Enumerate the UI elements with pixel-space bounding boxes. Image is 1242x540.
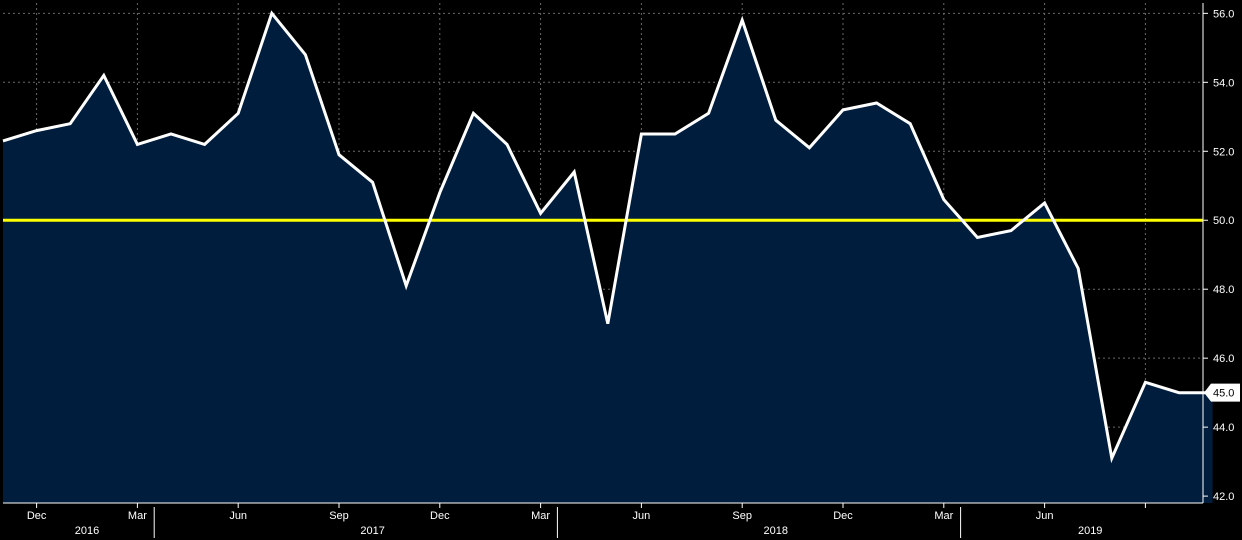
x-tick-label: Sep bbox=[732, 510, 752, 522]
x-tick-label: Dec bbox=[430, 510, 450, 522]
x-tick-label: Sep bbox=[329, 510, 349, 522]
x-tick-label: Mar bbox=[934, 510, 953, 522]
y-tick-label: 54.0 bbox=[1213, 77, 1234, 89]
y-tick-label: 52.0 bbox=[1213, 146, 1234, 158]
x-tick-label: Jun bbox=[633, 510, 651, 522]
x-tick-label: Mar bbox=[531, 510, 550, 522]
y-tick-label: 44.0 bbox=[1213, 422, 1234, 434]
x-tick-label: Dec bbox=[27, 510, 47, 522]
x-axis-year-labels: 2016 2017 2018 2019 bbox=[75, 507, 1102, 538]
x-tick-label: Jun bbox=[229, 510, 247, 522]
x-year-label: 2019 bbox=[1078, 525, 1102, 537]
x-year-label: 2017 bbox=[360, 525, 384, 537]
x-year-label: 2018 bbox=[764, 525, 788, 537]
last-value-tag-shape bbox=[1204, 383, 1240, 402]
series-area-fill bbox=[3, 13, 1213, 504]
x-tick-label: Dec bbox=[833, 510, 853, 522]
last-value-tag-label: 45.0 bbox=[1213, 388, 1234, 400]
y-tick-label: 56.0 bbox=[1213, 8, 1234, 20]
x-year-label: 2016 bbox=[75, 525, 99, 537]
y-axis-ticks: 42.0 44.0 46.0 48.0 50.0 52.0 54.0 56.0 bbox=[1203, 8, 1234, 503]
y-tick-label: 46.0 bbox=[1213, 353, 1234, 365]
y-tick-label: 42.0 bbox=[1213, 491, 1234, 503]
y-tick-label: 50.0 bbox=[1213, 215, 1234, 227]
x-axis-ticks: Dec Mar Jun Sep Dec Mar Jun Sep Dec Mar Jun bbox=[27, 503, 1146, 522]
last-value-tag: 45.0 bbox=[1204, 383, 1240, 402]
x-tick-label: Mar bbox=[128, 510, 147, 522]
x-tick-label: Jun bbox=[1036, 510, 1054, 522]
y-tick-label: 48.0 bbox=[1213, 284, 1234, 296]
series-line bbox=[2, 10, 1213, 464]
